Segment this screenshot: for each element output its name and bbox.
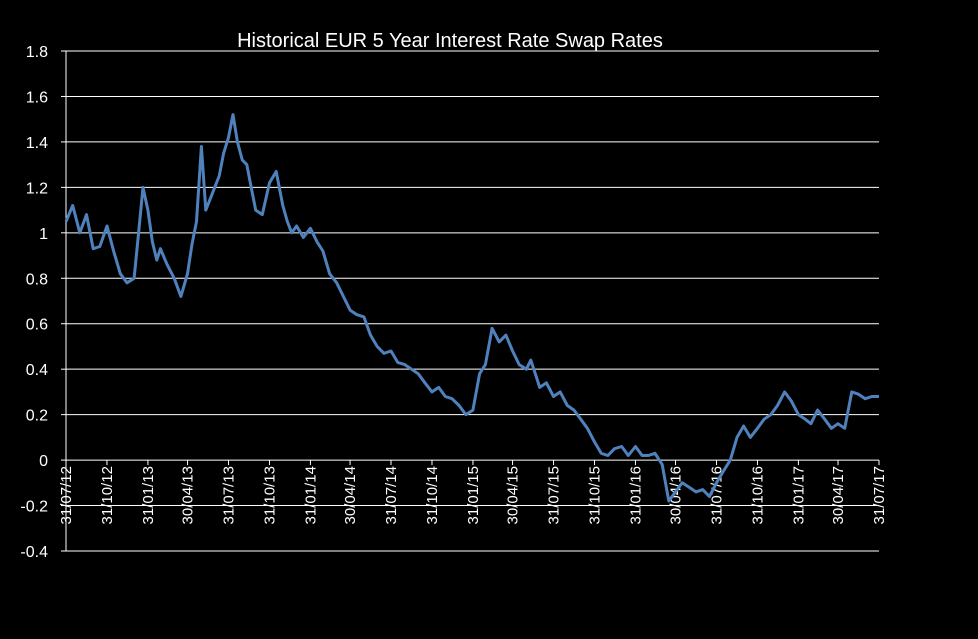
- x-tick-label: 31/10/14: [424, 466, 441, 524]
- y-tick-label: 0: [39, 453, 48, 470]
- y-tick-label: 1.6: [26, 89, 48, 106]
- y-tick-label: 0.4: [26, 362, 48, 379]
- x-tick-label: 31/10/12: [99, 466, 116, 524]
- y-tick-label: 1.4: [26, 135, 48, 152]
- y-tick-label: 0.2: [26, 408, 48, 425]
- y-tick-label: -0.2: [20, 499, 48, 516]
- x-tick-label: 31/10/16: [749, 466, 766, 524]
- x-tick-label: 31/01/17: [790, 466, 807, 524]
- x-tick-label: 31/07/15: [546, 466, 563, 524]
- y-tick-label: 1.8: [26, 44, 48, 61]
- x-tick-label: 31/07/13: [221, 466, 238, 524]
- x-tick-label: 31/07/16: [708, 466, 725, 524]
- x-tick-label: 30/04/14: [342, 466, 359, 524]
- x-tick-label: 31/01/15: [465, 466, 482, 524]
- y-tick-label: 1: [39, 226, 48, 243]
- y-tick-label: 1.2: [26, 180, 48, 197]
- x-tick-label: 31/01/16: [627, 466, 644, 524]
- x-tick-label: 31/07/14: [383, 466, 400, 524]
- x-axis-ticks: 31/07/12 31/10/12 31/01/13 30/04/13 31/07/13…: [58, 460, 888, 524]
- x-tick-label: 30/04/13: [180, 466, 197, 524]
- x-tick-label: 31/01/14: [302, 466, 319, 524]
- x-tick-label: 30/04/16: [668, 466, 685, 524]
- x-tick-label: 31/07/17: [871, 466, 888, 524]
- chart-title: Historical EUR 5 Year Interest Rate Swap…: [237, 30, 663, 52]
- x-tick-label: 31/10/15: [586, 466, 603, 524]
- y-axis-ticks: 1.8 1.6 1.4 1.2 1 0.8 0.6 0.4 0.2 0 -0.2 -0.4: [20, 44, 66, 561]
- x-tick-label: 31/01/13: [140, 466, 157, 524]
- x-tick-label: 30/04/17: [830, 466, 847, 524]
- x-tick-label: 31/10/13: [261, 466, 278, 524]
- x-tick-label: 30/04/15: [505, 466, 522, 524]
- y-tick-label: 0.6: [26, 317, 48, 334]
- series-line: [64, 113, 879, 503]
- gridlines: [65, 50, 879, 552]
- series-layer: [64, 113, 879, 503]
- x-tick-label: 31/07/12: [58, 466, 75, 524]
- y-tick-label: -0.4: [20, 544, 48, 561]
- y-tick-label: 0.8: [26, 271, 48, 288]
